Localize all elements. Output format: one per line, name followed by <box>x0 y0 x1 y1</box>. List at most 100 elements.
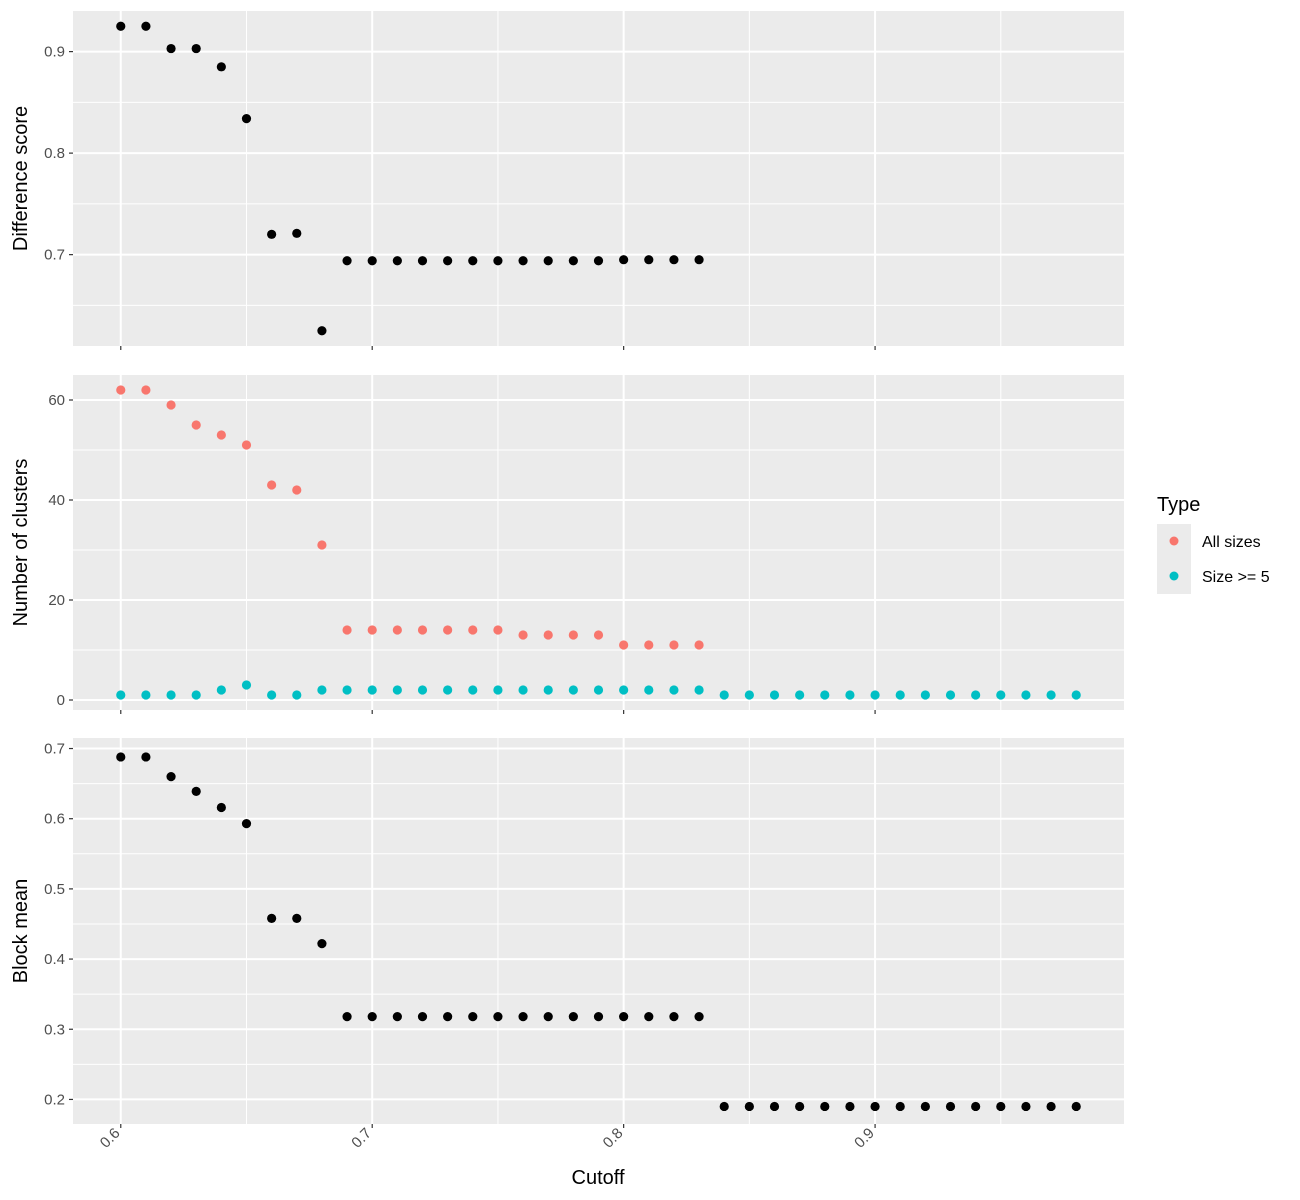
data-point <box>417 256 428 266</box>
data-point <box>895 690 905 700</box>
data-point <box>116 752 126 762</box>
data-point <box>694 640 704 650</box>
data-point <box>392 625 402 635</box>
data-point <box>568 256 578 266</box>
data-point <box>141 385 151 395</box>
data-point <box>644 685 654 695</box>
data-point <box>292 690 302 700</box>
data-point <box>392 1012 402 1022</box>
data-point <box>971 690 981 700</box>
y-tick-label: 0.5 <box>44 881 65 898</box>
data-point <box>216 62 226 72</box>
data-point <box>141 752 151 762</box>
data-point <box>920 690 930 700</box>
data-point <box>543 256 553 266</box>
data-point <box>644 1012 654 1022</box>
data-point <box>241 440 252 450</box>
data-point <box>1046 690 1056 700</box>
data-point <box>518 685 528 695</box>
panel-3: 0.2 0.3 0.4 0.5 0.6 0.7 Block mean <box>10 738 1124 1128</box>
data-point <box>367 256 377 266</box>
data-point <box>644 255 654 265</box>
data-point <box>241 819 252 829</box>
data-point <box>619 640 629 650</box>
data-point <box>568 1012 578 1022</box>
data-point <box>141 690 151 700</box>
data-point <box>870 690 880 700</box>
data-point <box>342 625 352 635</box>
data-point <box>895 1101 905 1112</box>
data-point <box>669 1012 679 1022</box>
data-point <box>694 255 704 265</box>
data-point <box>543 1012 553 1022</box>
panel-1: 0.7 0.8 0.9 Difference score <box>10 11 1124 350</box>
y-tick-label: 60 <box>48 392 65 409</box>
legend-label-size-ge-5: Size >= 5 <box>1202 569 1270 586</box>
data-point <box>367 1012 377 1022</box>
data-point <box>669 255 679 265</box>
y-tick-label: 0 <box>57 692 65 709</box>
data-point <box>996 690 1006 700</box>
data-point <box>191 43 201 54</box>
y-tick-label: 0.7 <box>44 741 65 758</box>
legend-title: Type <box>1157 494 1200 516</box>
data-point <box>292 485 302 495</box>
data-point <box>116 690 126 700</box>
panels-layer: 0.7 0.8 0.9 Difference score 0 20 40 60 Number o… <box>10 11 1124 1152</box>
data-point <box>317 939 327 949</box>
data-point <box>769 690 780 700</box>
data-point <box>191 690 201 700</box>
data-point <box>317 326 327 336</box>
legend-key-all-sizes <box>1169 536 1179 546</box>
data-point <box>216 802 226 813</box>
x-tick-label: 0.8 <box>600 1125 627 1152</box>
data-point <box>669 640 679 650</box>
data-point <box>1071 690 1081 700</box>
data-point <box>1071 1101 1081 1112</box>
data-point <box>241 680 252 690</box>
data-point <box>191 420 201 430</box>
data-point <box>317 540 327 550</box>
y-tick-label: 0.9 <box>44 44 65 61</box>
data-point <box>493 1012 503 1022</box>
data-point <box>518 1012 528 1022</box>
data-point <box>518 256 528 266</box>
data-point <box>568 630 578 640</box>
y-tick-label: 0.7 <box>44 247 65 264</box>
data-point <box>493 685 503 695</box>
y-tick-label: 0.8 <box>44 145 65 162</box>
data-point <box>443 1012 453 1022</box>
data-point <box>593 1012 604 1022</box>
data-point <box>317 685 327 695</box>
data-point <box>619 255 629 265</box>
data-point <box>593 685 604 695</box>
data-point <box>694 685 704 695</box>
data-point <box>342 256 352 266</box>
data-point <box>1021 690 1031 700</box>
data-point <box>468 256 478 266</box>
x-tick-label: 0.9 <box>851 1125 878 1152</box>
data-point <box>443 625 453 635</box>
legend-key-bg <box>1157 524 1191 594</box>
data-point <box>744 1101 754 1112</box>
y-tick-label: 40 <box>48 492 65 509</box>
data-point <box>468 1012 478 1022</box>
data-point <box>669 685 679 695</box>
data-point <box>820 690 830 700</box>
legend: Type All sizes Size >= 5 <box>1157 494 1270 594</box>
data-point <box>719 690 729 700</box>
data-point <box>795 690 805 700</box>
panel-background <box>73 375 1124 710</box>
data-point <box>593 630 604 640</box>
y-tick-label: 0.2 <box>44 1091 65 1108</box>
data-point <box>443 256 453 266</box>
data-point <box>417 625 428 635</box>
panel-background <box>73 738 1124 1124</box>
data-point <box>468 625 478 635</box>
data-point <box>141 21 151 31</box>
data-point <box>292 228 302 238</box>
data-point <box>845 690 855 700</box>
data-point <box>870 1101 880 1112</box>
data-point <box>267 913 277 923</box>
y-axis-title: Difference score <box>10 106 32 251</box>
